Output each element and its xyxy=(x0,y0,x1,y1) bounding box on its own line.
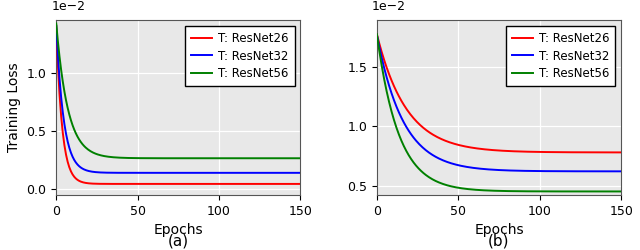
T: ResNet32: (150, 0.0062): ResNet32: (150, 0.0062) xyxy=(617,170,625,173)
T: ResNet26: (0, 0.014): ResNet26: (0, 0.014) xyxy=(52,24,60,27)
Legend: T: ResNet26, T: ResNet32, T: ResNet56: T: ResNet26, T: ResNet32, T: ResNet56 xyxy=(506,26,615,86)
T: ResNet26: (89.3, 0.00787): ResNet26: (89.3, 0.00787) xyxy=(518,150,526,153)
T: ResNet56: (89.3, 0.00265): ResNet56: (89.3, 0.00265) xyxy=(198,157,205,160)
T: ResNet56: (0, 0.0142): ResNet56: (0, 0.0142) xyxy=(52,22,60,25)
T: ResNet56: (150, 0.0045): ResNet56: (150, 0.0045) xyxy=(617,190,625,193)
Legend: T: ResNet26, T: ResNet32, T: ResNet56: T: ResNet26, T: ResNet32, T: ResNet56 xyxy=(185,26,294,86)
T: ResNet56: (136, 0.00265): ResNet56: (136, 0.00265) xyxy=(274,157,282,160)
Line: T: ResNet26: T: ResNet26 xyxy=(377,34,621,152)
Line: T: ResNet26: T: ResNet26 xyxy=(56,26,300,184)
T: ResNet32: (0, 0.0177): ResNet32: (0, 0.0177) xyxy=(373,33,381,36)
T: ResNet32: (88.8, 0.00625): ResNet32: (88.8, 0.00625) xyxy=(518,169,525,172)
X-axis label: Epochs: Epochs xyxy=(154,223,203,237)
T: ResNet56: (150, 0.00265): ResNet56: (150, 0.00265) xyxy=(296,157,304,160)
T: ResNet32: (136, 0.0062): ResNet32: (136, 0.0062) xyxy=(595,170,602,173)
T: ResNet32: (136, 0.0014): ResNet32: (136, 0.0014) xyxy=(274,171,282,174)
T: ResNet26: (0, 0.0178): ResNet26: (0, 0.0178) xyxy=(373,33,381,36)
T: ResNet56: (91.8, 0.00451): ResNet56: (91.8, 0.00451) xyxy=(522,190,530,193)
T: ResNet32: (150, 0.0014): ResNet32: (150, 0.0014) xyxy=(296,171,304,174)
T: ResNet26: (89.3, 0.00045): ResNet26: (89.3, 0.00045) xyxy=(198,182,205,186)
Y-axis label: Training Loss: Training Loss xyxy=(7,63,21,152)
T: ResNet32: (126, 0.0014): ResNet32: (126, 0.0014) xyxy=(259,171,266,174)
T: ResNet56: (126, 0.00265): ResNet56: (126, 0.00265) xyxy=(259,157,266,160)
T: ResNet26: (136, 0.00781): ResNet26: (136, 0.00781) xyxy=(595,151,602,154)
T: ResNet26: (136, 0.00045): ResNet26: (136, 0.00045) xyxy=(274,182,282,186)
Line: T: ResNet32: T: ResNet32 xyxy=(377,35,621,171)
T: ResNet56: (0.502, 0.0134): ResNet56: (0.502, 0.0134) xyxy=(53,31,61,34)
T: ResNet26: (91.8, 0.00786): ResNet26: (91.8, 0.00786) xyxy=(522,150,530,153)
X-axis label: Epochs: Epochs xyxy=(474,223,524,237)
Text: 1e−2: 1e−2 xyxy=(372,0,406,13)
T: ResNet26: (150, 0.0078): ResNet26: (150, 0.0078) xyxy=(617,151,625,154)
T: ResNet32: (91.8, 0.0014): ResNet32: (91.8, 0.0014) xyxy=(202,171,209,174)
T: ResNet56: (88.8, 0.00265): ResNet56: (88.8, 0.00265) xyxy=(197,157,205,160)
T: ResNet32: (89.3, 0.00625): ResNet32: (89.3, 0.00625) xyxy=(518,169,526,172)
T: ResNet32: (126, 0.0062): ResNet32: (126, 0.0062) xyxy=(579,170,587,173)
T: ResNet56: (0.502, 0.0173): ResNet56: (0.502, 0.0173) xyxy=(374,38,381,42)
T: ResNet32: (91.8, 0.00624): ResNet32: (91.8, 0.00624) xyxy=(522,170,530,172)
T: ResNet26: (126, 0.00045): ResNet26: (126, 0.00045) xyxy=(259,182,266,186)
Text: (b): (b) xyxy=(488,234,509,248)
T: ResNet32: (0, 0.014): ResNet32: (0, 0.014) xyxy=(52,24,60,27)
T: ResNet56: (88.8, 0.00452): ResNet56: (88.8, 0.00452) xyxy=(518,190,525,193)
T: ResNet26: (88.8, 0.00788): ResNet26: (88.8, 0.00788) xyxy=(518,150,525,153)
Text: 1e−2: 1e−2 xyxy=(51,0,85,13)
T: ResNet56: (89.3, 0.00452): ResNet56: (89.3, 0.00452) xyxy=(518,190,526,193)
T: ResNet26: (0.502, 0.0122): ResNet26: (0.502, 0.0122) xyxy=(53,45,61,48)
T: ResNet26: (0.502, 0.0175): ResNet26: (0.502, 0.0175) xyxy=(374,36,381,39)
T: ResNet56: (91.8, 0.00265): ResNet56: (91.8, 0.00265) xyxy=(202,157,209,160)
T: ResNet32: (0.502, 0.0127): ResNet32: (0.502, 0.0127) xyxy=(53,40,61,43)
Text: (a): (a) xyxy=(168,234,189,248)
T: ResNet26: (88.8, 0.00045): ResNet26: (88.8, 0.00045) xyxy=(197,182,205,186)
T: ResNet26: (150, 0.00045): ResNet26: (150, 0.00045) xyxy=(296,182,304,186)
T: ResNet32: (88.8, 0.0014): ResNet32: (88.8, 0.0014) xyxy=(197,171,205,174)
T: ResNet26: (146, 0.00045): ResNet26: (146, 0.00045) xyxy=(290,182,298,186)
T: ResNet56: (136, 0.0045): ResNet56: (136, 0.0045) xyxy=(595,190,602,193)
T: ResNet32: (89.3, 0.0014): ResNet32: (89.3, 0.0014) xyxy=(198,171,205,174)
Line: T: ResNet32: T: ResNet32 xyxy=(56,26,300,173)
T: ResNet56: (0, 0.0178): ResNet56: (0, 0.0178) xyxy=(373,33,381,36)
T: ResNet32: (0.502, 0.0174): ResNet32: (0.502, 0.0174) xyxy=(374,38,381,40)
Line: T: ResNet56: T: ResNet56 xyxy=(56,24,300,158)
T: ResNet56: (126, 0.0045): ResNet56: (126, 0.0045) xyxy=(579,190,587,193)
Line: T: ResNet56: T: ResNet56 xyxy=(377,34,621,192)
T: ResNet26: (126, 0.00781): ResNet26: (126, 0.00781) xyxy=(579,151,587,154)
T: ResNet26: (91.8, 0.00045): ResNet26: (91.8, 0.00045) xyxy=(202,182,209,186)
